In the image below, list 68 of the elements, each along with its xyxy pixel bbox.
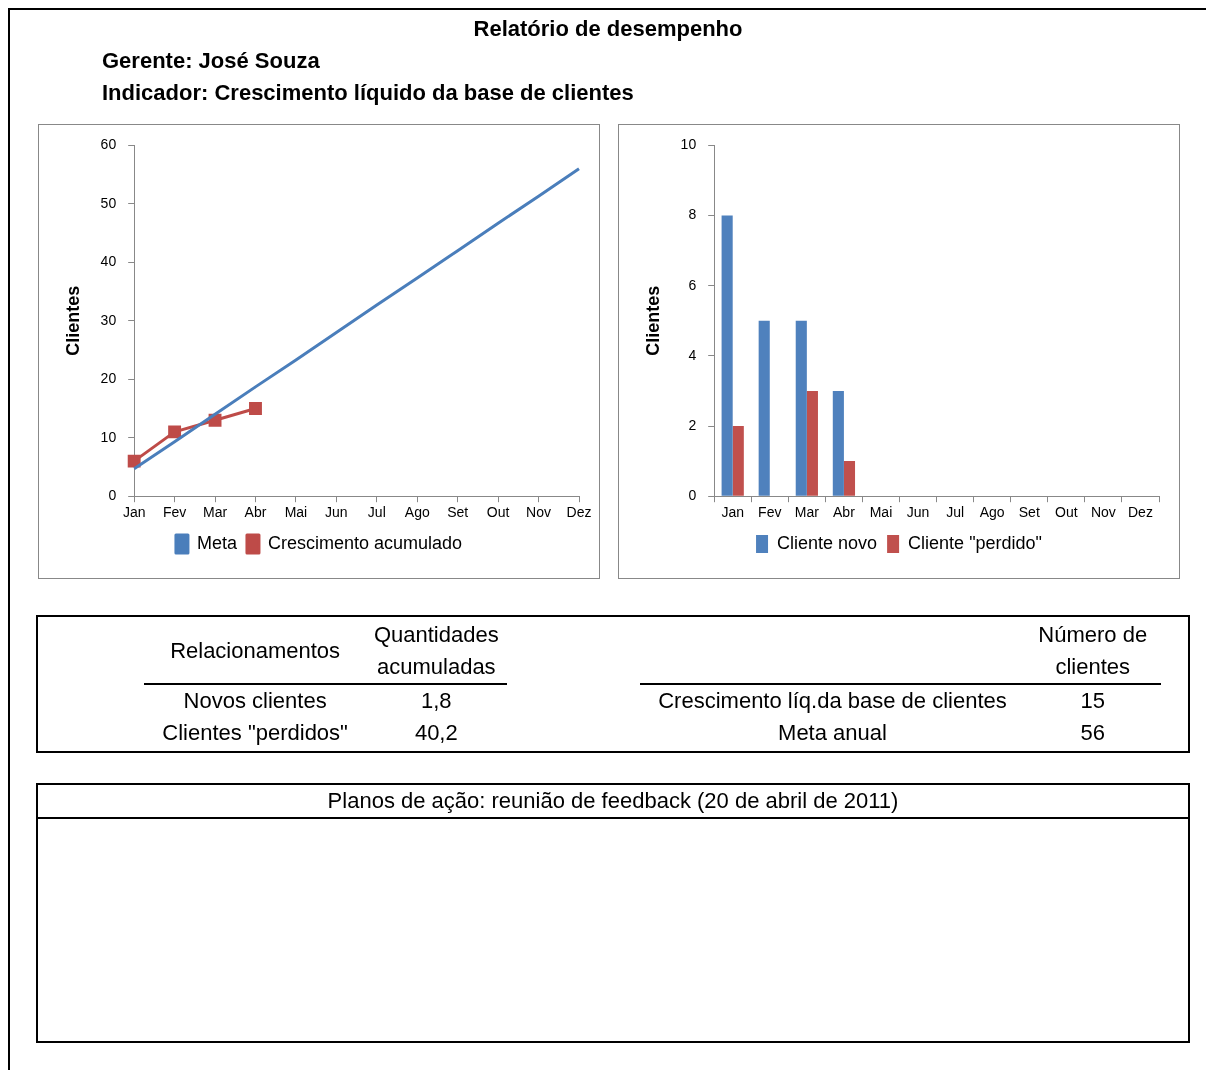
- text: Crescimento líq.da base de clientes: [657, 687, 1008, 715]
- chart-title: Relatório de desempenho: [472, 16, 744, 42]
- text: Meta anual: [777, 719, 888, 747]
- x-tick-label: Mar: [794, 504, 820, 521]
- bar: [795, 320, 807, 496]
- bar: [843, 461, 856, 496]
- text: 56: [1079, 719, 1106, 747]
- x-tick-label: Ago: [979, 504, 1005, 521]
- y-tick-label: 10: [680, 136, 697, 153]
- x-tick-label: Set: [447, 504, 469, 521]
- x-tick-label: Out: [486, 504, 510, 521]
- text: Planos de ação: reunião de feedback (20 de abril de 2011): [38, 785, 1188, 819]
- legend-label: Meta: [196, 532, 238, 553]
- x-tick-label: Dez: [1128, 504, 1153, 521]
- x-tick-label: Out: [1055, 504, 1078, 521]
- y-tick-label: 8: [688, 206, 697, 223]
- x-tick-label: Jan: [721, 504, 744, 521]
- legend-label: Cliente novo: [777, 532, 878, 553]
- y-tick-label: 0: [688, 487, 697, 504]
- text: Quantidades acumuladas: [372, 621, 500, 681]
- x-tick-label: Ago: [404, 504, 430, 521]
- x-tick-label: Mai: [284, 504, 308, 521]
- point: [249, 402, 262, 415]
- y-tick-label: 20: [100, 370, 117, 387]
- legend-label: Crescimento acumulado: [267, 532, 463, 553]
- y-tick-label: 50: [100, 194, 117, 211]
- y-tick-label: 60: [100, 136, 117, 153]
- legend-label: Cliente "perdido": [908, 532, 1042, 553]
- x-tick-label: Nov: [1090, 504, 1116, 521]
- y-tick-label: 6: [688, 276, 697, 293]
- y-tick-label: 10: [100, 428, 117, 445]
- x-tick-label: Abr: [244, 504, 267, 521]
- text: Clientes "perdidos": [161, 719, 349, 747]
- y-tick-label: 2: [688, 416, 697, 433]
- x-tick-label: Fev: [758, 504, 782, 521]
- x-tick-label: Abr: [833, 504, 856, 521]
- text: 15: [1079, 687, 1106, 715]
- point: [168, 425, 182, 439]
- bar: [832, 390, 844, 496]
- y-tick-label: 4: [688, 346, 697, 363]
- bar: [806, 390, 818, 496]
- text: Indicador: Crescimento líquido da base de clientes: [102, 80, 635, 106]
- x-tick-label: Mar: [202, 504, 228, 521]
- x-tick-label: Fev: [162, 504, 187, 521]
- x-tick-label: Mai: [869, 504, 893, 521]
- bar: [721, 215, 733, 496]
- bar: [758, 320, 770, 496]
- x-tick-label: Nov: [526, 504, 552, 521]
- x-tick-label: Set: [1018, 504, 1040, 521]
- bar: [732, 426, 744, 496]
- x-tick-label: Jul: [367, 504, 386, 521]
- text: Número de clientes: [1037, 621, 1149, 681]
- text: 1,8: [420, 687, 453, 715]
- y-tick-label: 40: [100, 253, 117, 270]
- text: 40,2: [413, 719, 459, 747]
- x-tick-label: Jun: [906, 504, 930, 521]
- y-axis-title: Clientes: [642, 285, 663, 356]
- text: Relacionamentos: [169, 637, 342, 665]
- y-tick-label: 0: [108, 487, 117, 504]
- chart-subtitle: Gerente: José Souza: [102, 48, 321, 74]
- point: [127, 454, 141, 468]
- x-tick-label: Jun: [325, 504, 348, 521]
- x-tick-label: Jul: [946, 504, 965, 521]
- text: Novos clientes: [182, 687, 328, 715]
- y-axis-title: Clientes: [62, 285, 83, 356]
- x-tick-label: Dez: [566, 504, 592, 521]
- x-tick-label: Jan: [122, 504, 146, 521]
- y-tick-label: 30: [100, 311, 117, 328]
